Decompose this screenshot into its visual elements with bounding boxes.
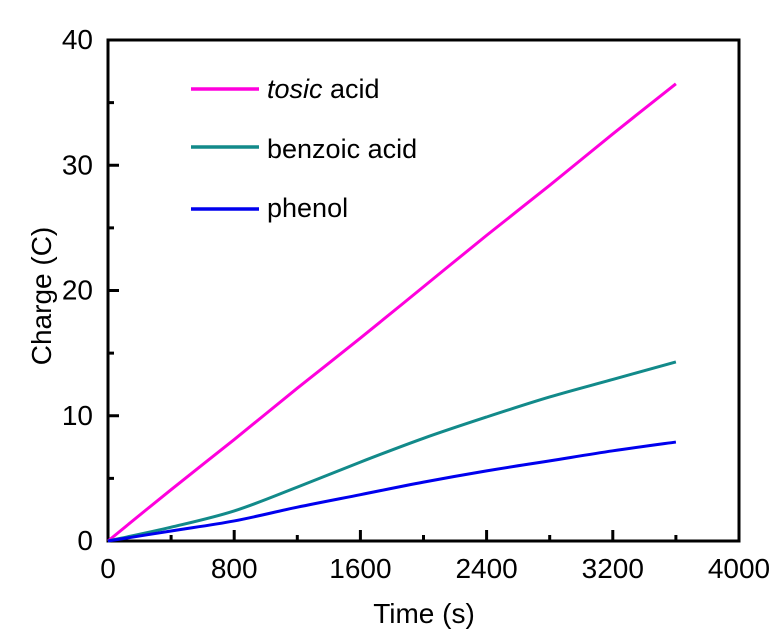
x-axis-tick-labels: 0 800 1600 2400 3200 4000 <box>100 553 770 584</box>
legend: tosic acid benzoic acid phenol <box>191 74 417 223</box>
y-axis-tick-labels: 0 10 20 30 40 <box>62 24 93 556</box>
y-axis-major-ticks <box>108 38 119 543</box>
series-line-benzoic-acid <box>107 360 677 543</box>
x-tick-label: 4000 <box>708 553 770 584</box>
series-line-phenol <box>107 440 677 543</box>
data-series-lines <box>107 82 677 543</box>
y-axis-title: Charge (C) <box>26 227 57 365</box>
x-tick-label: 1600 <box>329 553 391 584</box>
series-line-tosic-acid <box>107 82 677 543</box>
x-tick-label: 800 <box>211 553 258 584</box>
y-tick-label: 40 <box>62 24 93 55</box>
y-tick-label: 0 <box>77 525 93 556</box>
x-tick-label: 0 <box>100 553 116 584</box>
legend-label-tosic-acid: tosic acid <box>267 74 380 104</box>
legend-label-phenol: phenol <box>267 193 348 223</box>
y-tick-label: 20 <box>62 275 93 306</box>
y-tick-label: 30 <box>62 149 93 180</box>
legend-label-benzoic-acid: benzoic acid <box>267 134 417 164</box>
x-axis-minor-ticks <box>169 535 678 541</box>
x-axis-title: Time (s) <box>373 598 475 629</box>
y-axis-minor-ticks <box>108 101 114 480</box>
x-tick-label: 2400 <box>455 553 517 584</box>
y-tick-label: 10 <box>62 400 93 431</box>
x-tick-label: 3200 <box>582 553 644 584</box>
x-axis-major-ticks <box>106 530 741 541</box>
